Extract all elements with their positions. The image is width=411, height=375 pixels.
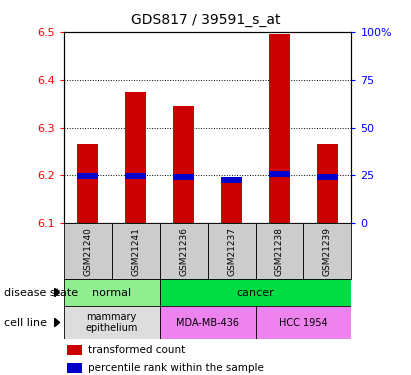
FancyBboxPatch shape xyxy=(159,223,208,279)
Text: transformed count: transformed count xyxy=(88,345,185,355)
Text: normal: normal xyxy=(92,288,131,297)
Text: percentile rank within the sample: percentile rank within the sample xyxy=(88,363,264,373)
Text: mammary
epithelium: mammary epithelium xyxy=(85,312,138,333)
FancyBboxPatch shape xyxy=(159,306,256,339)
FancyBboxPatch shape xyxy=(112,223,159,279)
Bar xyxy=(173,106,194,223)
FancyBboxPatch shape xyxy=(159,279,351,306)
Bar xyxy=(269,171,290,177)
Text: GDS817 / 39591_s_at: GDS817 / 39591_s_at xyxy=(131,13,280,27)
Text: MDA-MB-436: MDA-MB-436 xyxy=(176,318,239,327)
Text: GSM21241: GSM21241 xyxy=(131,227,140,276)
Bar xyxy=(316,144,338,223)
Bar xyxy=(269,34,290,223)
Bar xyxy=(221,180,242,223)
Text: cell line: cell line xyxy=(4,318,47,327)
Bar xyxy=(221,177,242,183)
FancyBboxPatch shape xyxy=(303,223,351,279)
Bar xyxy=(173,174,194,180)
Text: GSM21236: GSM21236 xyxy=(179,227,188,276)
Bar xyxy=(125,173,146,178)
Bar xyxy=(125,92,146,223)
Text: disease state: disease state xyxy=(4,288,78,297)
Text: GSM21237: GSM21237 xyxy=(227,227,236,276)
FancyBboxPatch shape xyxy=(64,223,112,279)
Text: GSM21239: GSM21239 xyxy=(323,227,332,276)
Text: GSM21238: GSM21238 xyxy=(275,227,284,276)
FancyBboxPatch shape xyxy=(256,223,303,279)
FancyBboxPatch shape xyxy=(256,306,351,339)
Text: cancer: cancer xyxy=(237,288,275,297)
FancyBboxPatch shape xyxy=(64,306,159,339)
FancyBboxPatch shape xyxy=(64,279,159,306)
Bar xyxy=(77,144,99,223)
Bar xyxy=(77,173,99,178)
Bar xyxy=(316,174,338,180)
FancyBboxPatch shape xyxy=(208,223,256,279)
Text: HCC 1954: HCC 1954 xyxy=(279,318,328,327)
Text: GSM21240: GSM21240 xyxy=(83,227,92,276)
Bar xyxy=(67,345,82,355)
Bar xyxy=(67,363,82,373)
